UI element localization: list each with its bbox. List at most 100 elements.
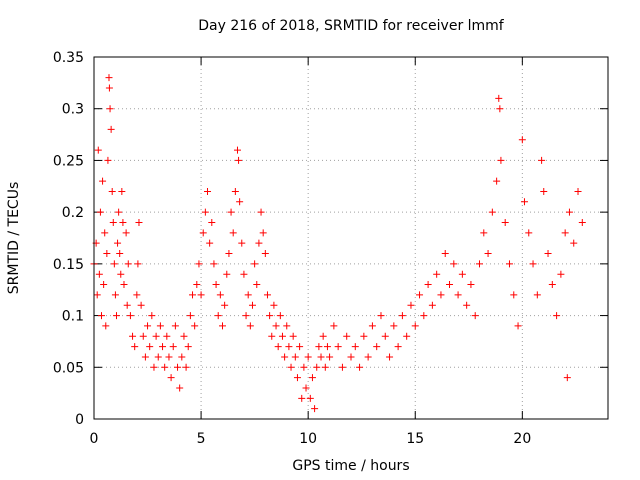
data-point: [505, 260, 513, 268]
data-point: [104, 156, 112, 164]
data-point: [251, 260, 259, 268]
data-point: [199, 229, 207, 237]
data-point: [476, 260, 483, 268]
data-point: [221, 301, 229, 309]
data-point: [100, 281, 108, 289]
data-point: [253, 281, 261, 289]
data-point: [411, 322, 419, 330]
data-point: [298, 394, 306, 402]
data-point: [291, 353, 299, 361]
data-point: [178, 353, 186, 361]
data-point: [544, 250, 552, 258]
data-point: [565, 208, 573, 216]
data-point: [272, 322, 280, 330]
data-point: [135, 218, 143, 226]
data-point: [231, 187, 239, 195]
data-point: [257, 208, 265, 216]
data-point: [108, 187, 116, 195]
data-point: [394, 343, 402, 351]
data-point: [93, 291, 101, 299]
data-point: [240, 270, 248, 278]
y-tick-label: 0.35: [53, 50, 84, 66]
x-tick-label: 20: [513, 431, 531, 447]
data-point: [548, 281, 556, 289]
x-axis-label: GPS time / hours: [292, 458, 409, 474]
data-point: [134, 260, 142, 268]
data-point: [276, 312, 284, 320]
data-point: [152, 332, 160, 340]
data-point: [246, 322, 254, 330]
data-point: [186, 312, 194, 320]
data-point: [141, 353, 149, 361]
data-point: [510, 291, 518, 299]
data-point: [107, 125, 115, 133]
data-point: [578, 218, 586, 226]
data-point: [214, 312, 222, 320]
data-point: [347, 353, 355, 361]
data-point: [493, 177, 501, 185]
data-point: [441, 250, 449, 258]
data-point: [229, 229, 237, 237]
x-tick-label: 15: [406, 431, 424, 447]
data-point: [99, 177, 107, 185]
chart-ticks: 0 0.05 0.1 0.15 0.2 0.25 0.3 0.35 0 5 10 15 20: [53, 50, 608, 447]
data-point: [538, 156, 546, 164]
data-point: [255, 239, 263, 247]
data-point: [111, 291, 119, 299]
data-point: [165, 353, 173, 361]
data-point: [154, 353, 162, 361]
data-point: [161, 363, 169, 371]
data-point: [120, 281, 128, 289]
data-point: [169, 343, 177, 351]
data-point: [289, 332, 297, 340]
data-point: [553, 312, 561, 320]
data-point: [501, 218, 509, 226]
data-point: [323, 343, 331, 351]
data-point: [416, 291, 424, 299]
data-point: [296, 343, 304, 351]
data-point: [287, 363, 295, 371]
y-tick-label: 0.2: [62, 205, 84, 221]
data-point: [122, 229, 130, 237]
data-point: [103, 250, 111, 258]
data-point: [116, 250, 124, 258]
data-point: [281, 353, 289, 361]
chart-points: [90, 74, 586, 413]
data-point: [428, 301, 436, 309]
data-point: [201, 208, 209, 216]
data-point: [182, 363, 190, 371]
data-point: [274, 343, 282, 351]
data-point: [236, 198, 244, 206]
data-point: [235, 156, 243, 164]
data-point: [467, 281, 475, 289]
data-point: [381, 332, 389, 340]
data-point: [248, 301, 256, 309]
data-point: [450, 260, 458, 268]
data-point: [360, 332, 368, 340]
data-point: [268, 332, 276, 340]
data-point: [117, 270, 125, 278]
data-point: [283, 322, 291, 330]
data-point: [302, 384, 310, 392]
data-point: [540, 187, 548, 195]
data-point: [334, 343, 342, 351]
data-point: [197, 291, 205, 299]
data-point: [95, 270, 103, 278]
data-point: [139, 332, 147, 340]
data-point: [407, 301, 415, 309]
data-point: [495, 94, 503, 102]
data-point: [96, 208, 104, 216]
data-point: [317, 353, 325, 361]
data-point: [518, 136, 526, 144]
y-tick-label: 0.05: [53, 360, 84, 376]
data-point: [311, 405, 319, 413]
y-tick-label: 0.25: [53, 153, 84, 169]
data-point: [227, 208, 235, 216]
data-point: [315, 343, 323, 351]
data-point: [204, 187, 212, 195]
data-point: [308, 374, 316, 382]
data-point: [124, 260, 132, 268]
data-point: [368, 322, 376, 330]
data-point: [148, 312, 156, 320]
data-point: [97, 312, 105, 320]
